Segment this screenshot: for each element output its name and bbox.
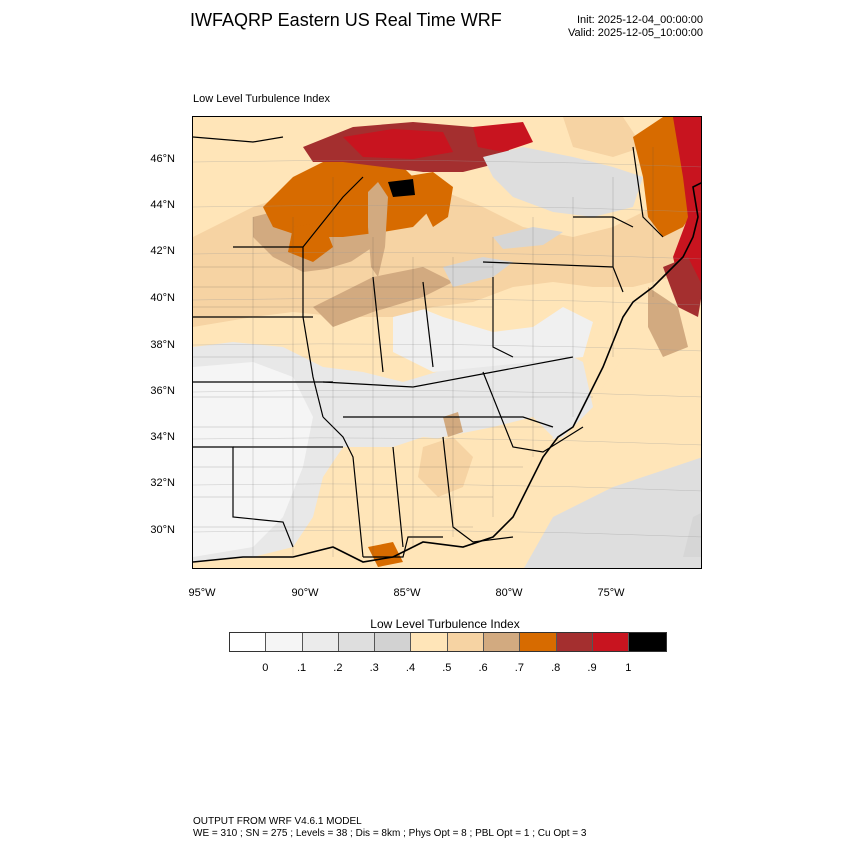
colorbar-label: .2: [333, 662, 343, 674]
colorbar-label: .4: [405, 662, 416, 674]
colorbar-label: .6: [478, 662, 488, 674]
colorbar-box-2: [302, 633, 339, 651]
colorbar: [229, 632, 667, 652]
colorbar-box-6: [447, 633, 485, 651]
lat-label-38: 38°N: [150, 339, 175, 351]
colorbar-label: .9: [587, 662, 597, 674]
canada-gray: [483, 147, 643, 217]
footer-model-line: OUTPUT FROM WRF V4.6.1 MODEL: [193, 816, 362, 827]
lat-label-34: 34°N: [150, 431, 175, 443]
colorbar-label: 1: [625, 662, 632, 674]
colorbar-label: .3: [369, 662, 379, 674]
lat-label-36: 36°N: [150, 385, 175, 397]
valid-time-label: Valid: 2025-12-05_10:00:00: [568, 27, 703, 39]
atlantic-gray: [524, 457, 701, 568]
lon-label-75: 75°W: [597, 587, 625, 599]
lat-label-30: 30°N: [150, 524, 175, 536]
max-turbulence-patch: [388, 179, 415, 197]
footer-config-line: WE = 310 ; SN = 275 ; Levels = 38 ; Dis …: [193, 828, 587, 839]
lon-label-80: 80°W: [495, 587, 523, 599]
colorbar-box-3: [338, 633, 376, 651]
panel-title: Low Level Turbulence Index: [193, 93, 330, 105]
lat-label-44: 44°N: [150, 199, 175, 211]
lon-label-90: 90°W: [291, 587, 319, 599]
lat-label-32: 32°N: [150, 477, 175, 489]
lat-label-46: 46°N: [150, 153, 175, 165]
lat-label-42: 42°N: [150, 245, 175, 257]
lat-label-40: 40°N: [150, 292, 175, 304]
map-panel: [192, 116, 702, 569]
ocean-region: [193, 298, 701, 568]
county-lines: [193, 147, 654, 557]
colorbar-label: .5: [442, 662, 452, 674]
colorbar-box-11: [629, 633, 666, 651]
colorbar-box-9: [556, 633, 593, 651]
colorbar-box-10: [592, 633, 630, 651]
colorbar-label: .7: [514, 662, 524, 674]
colorbar-title: Low Level Turbulence Index: [370, 617, 520, 631]
colorbar-box-8: [520, 633, 557, 651]
colorbar-box-0: [230, 633, 267, 651]
colorbar-label: .1: [297, 662, 307, 674]
colorbar-box-4: [375, 633, 412, 651]
colorbar-box-1: [266, 633, 303, 651]
lon-label-95: 95°W: [188, 587, 216, 599]
lon-label-85: 85°W: [393, 587, 421, 599]
colorbar-box-7: [484, 633, 521, 651]
colorbar-label: .8: [551, 662, 561, 674]
init-time-label: Init: 2025-12-04_00:00:00: [577, 14, 703, 26]
plot-title: IWFAQRP Eastern US Real Time WRF: [190, 10, 502, 30]
turbulence-map: [193, 117, 701, 568]
orange-wisconsin: [263, 157, 433, 237]
coastline: [193, 182, 701, 563]
colorbar-label: 0: [262, 662, 269, 674]
colorbar-box-5: [411, 633, 448, 651]
